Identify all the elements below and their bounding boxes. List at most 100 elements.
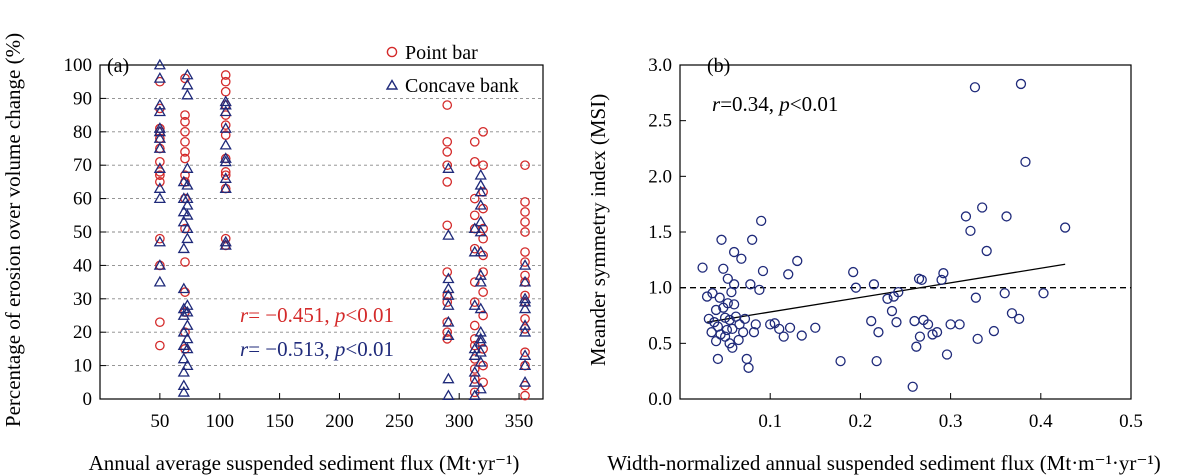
data-point-msi <box>750 319 761 330</box>
data-point-point-bar <box>469 193 480 204</box>
data-point-concave-bank <box>442 272 455 284</box>
data-point-concave-bank <box>474 332 487 344</box>
data-point-point-bar <box>520 390 530 401</box>
data-point-msi <box>954 319 965 330</box>
y-tick-label: 50 <box>73 222 92 243</box>
stat-r-symbol: r <box>712 92 721 116</box>
data-point-concave-bank <box>442 229 455 240</box>
data-point-msi <box>718 263 729 274</box>
data-point-point-bar <box>478 126 488 137</box>
data-point-msi <box>710 304 722 316</box>
data-point-msi <box>765 319 776 330</box>
data-point-concave-bank <box>181 342 194 354</box>
data-point-concave-bank <box>474 275 487 287</box>
data-point-point-bar <box>180 153 190 164</box>
data-point-msi <box>745 279 756 290</box>
x-tick-label: 0.4 <box>1029 411 1053 432</box>
x-tick-label: 250 <box>385 411 414 432</box>
data-point-msi <box>796 330 807 341</box>
data-point-concave-bank <box>518 275 532 287</box>
data-point-point-bar <box>155 177 165 187</box>
data-point-point-bar <box>469 210 480 221</box>
data-point-msi <box>743 362 754 373</box>
data-point-concave-bank <box>153 98 166 110</box>
data-point-msi <box>873 327 884 338</box>
data-point-msi <box>727 323 738 335</box>
data-point-concave-bank <box>153 122 166 133</box>
data-point-concave-bank <box>474 382 487 394</box>
data-point-concave-bank <box>468 375 481 387</box>
data-point-msi <box>1006 308 1018 319</box>
data-point-point-bar <box>442 146 453 157</box>
y-tick-label: 0.0 <box>648 389 672 410</box>
x-tick-label: 300 <box>445 411 474 432</box>
data-point-point-bar <box>180 257 190 267</box>
data-point-point-bar <box>520 207 530 217</box>
data-point-msi <box>736 253 747 264</box>
data-point-msi <box>728 299 740 310</box>
data-point-concave-bank <box>518 375 532 387</box>
data-point-concave-bank <box>181 88 194 100</box>
data-point-concave-bank <box>219 155 232 167</box>
data-point-point-bar <box>442 136 453 147</box>
data-point-concave-bank <box>518 359 532 371</box>
data-point-msi <box>981 245 992 257</box>
data-point-msi <box>945 319 956 330</box>
data-point-concave-bank <box>219 138 232 150</box>
legend-label-point-bar: Point bar <box>405 42 478 64</box>
panel-a-erosion-percentage-chart: 0 10 20 30 40 50 60 70 80 90 100 50 100 150 200 250 300 3… <box>1 33 544 475</box>
data-point-msi <box>783 269 794 280</box>
data-point-concave-bank <box>181 208 194 220</box>
data-point-concave-bank <box>181 299 194 310</box>
panel-a-x-axis-title: Annual average suspended sediment flux (… <box>89 451 520 475</box>
y-tick-label: 60 <box>73 189 92 210</box>
data-point-msi <box>891 317 902 328</box>
data-point-point-bar <box>220 167 231 177</box>
panel-a-concave-bank-statistics: r= −0.513, p<0.01 <box>240 337 394 361</box>
x-tick-label: 0.2 <box>849 411 873 432</box>
panel-a-data-points <box>153 58 532 401</box>
data-point-point-bar <box>469 136 480 147</box>
data-point-concave-bank <box>474 225 487 237</box>
y-tick-label: 80 <box>73 122 92 143</box>
data-point-concave-bank <box>153 58 166 70</box>
data-point-concave-bank <box>474 215 487 227</box>
data-point-concave-bank <box>177 352 190 364</box>
stat-r-symbol: r <box>240 337 249 361</box>
data-point-concave-bank <box>442 289 455 300</box>
y-tick-label: 10 <box>73 356 92 377</box>
data-point-concave-bank <box>474 178 487 190</box>
data-point-msi <box>756 215 767 227</box>
data-point-point-bar <box>469 157 480 167</box>
stat-r-value: = −0.513, <box>248 337 335 361</box>
data-point-concave-bank <box>219 105 232 117</box>
x-tick-label: 100 <box>205 411 234 432</box>
panel-a-label: (a) <box>107 55 129 77</box>
data-point-point-bar <box>520 217 530 227</box>
data-point-concave-bank <box>468 222 481 234</box>
data-point-point-bar <box>469 320 480 331</box>
x-tick-label: 50 <box>150 411 169 432</box>
data-point-msi <box>714 292 725 303</box>
data-point-concave-bank <box>219 95 232 107</box>
stat-p-value: <0.01 <box>345 303 394 327</box>
data-point-point-bar <box>469 364 480 374</box>
data-point-concave-bank <box>518 295 532 307</box>
data-point-concave-bank <box>153 192 166 204</box>
data-point-concave-bank <box>468 299 481 310</box>
stat-r-value: = −0.451, <box>248 303 335 327</box>
panel-b-trend-line <box>706 263 1066 323</box>
data-point-concave-bank <box>153 162 166 173</box>
y-tick-label: 100 <box>64 55 93 76</box>
data-point-concave-bank <box>474 185 487 197</box>
data-point-concave-bank <box>474 302 487 314</box>
data-point-concave-bank <box>181 305 194 317</box>
data-point-msi <box>741 353 752 365</box>
data-point-concave-bank <box>181 232 194 244</box>
data-point-point-bar <box>180 136 190 147</box>
data-point-point-bar <box>478 310 488 321</box>
data-point-point-bar <box>180 126 190 137</box>
data-point-msi <box>922 319 934 330</box>
data-point-concave-bank <box>442 389 455 401</box>
